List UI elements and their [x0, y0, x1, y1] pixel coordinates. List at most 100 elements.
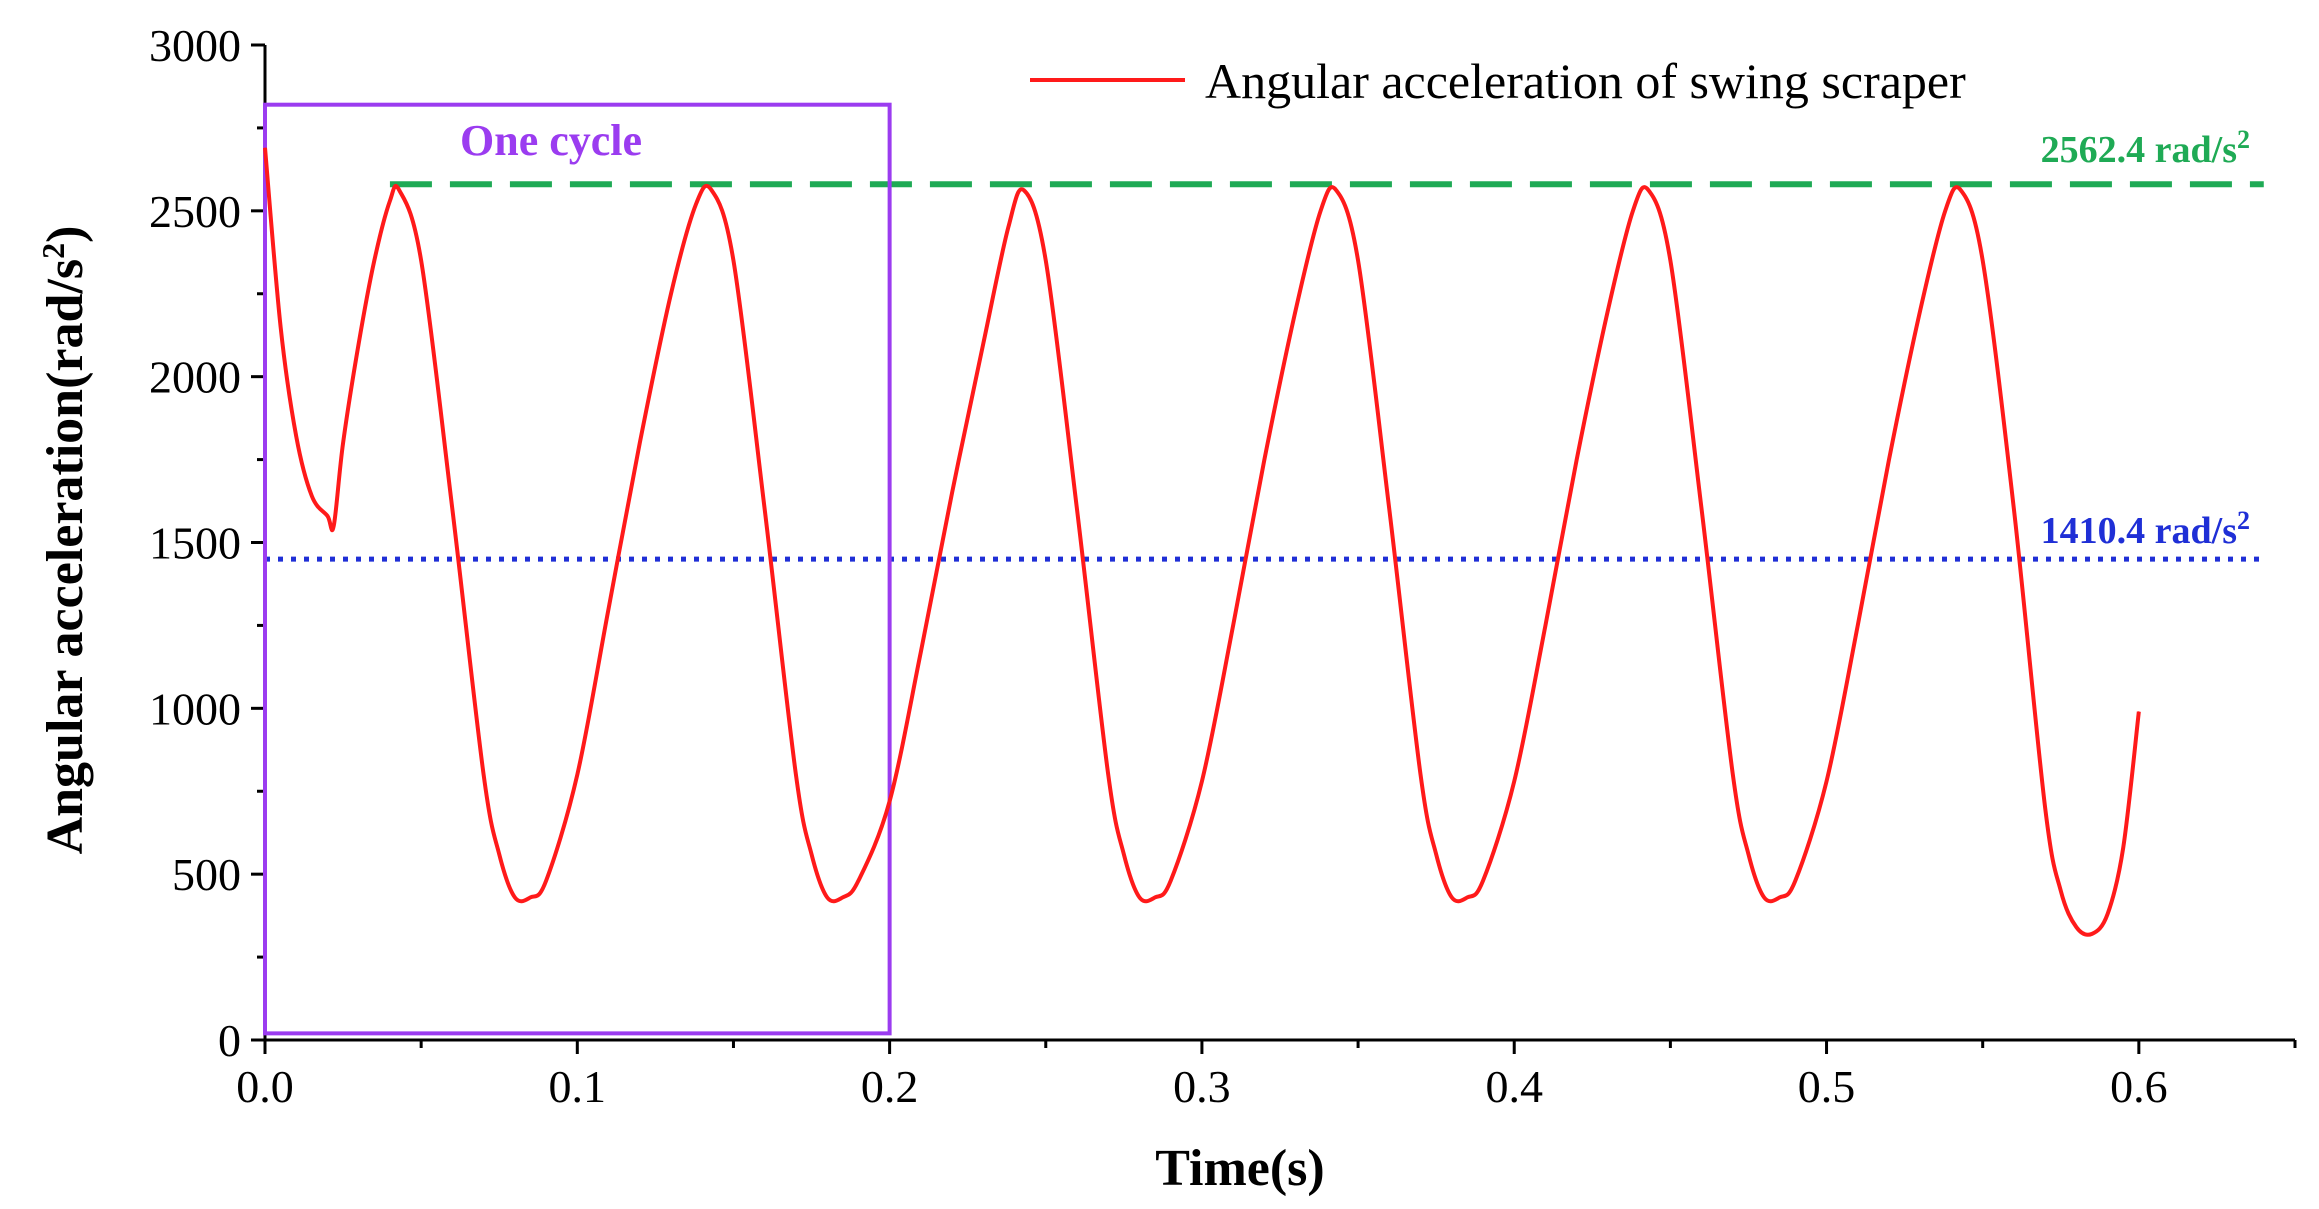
series-point — [1513, 780, 1515, 782]
series-point — [695, 203, 697, 205]
series-point — [1648, 189, 1650, 191]
mean-line-label: 1410.4 rad/s2 — [2041, 506, 2250, 553]
series-point — [483, 774, 485, 776]
x-tick-label: 0.4 — [1485, 1061, 1543, 1112]
series-point — [545, 880, 547, 882]
series-point — [1732, 774, 1734, 776]
series-point — [1826, 780, 1828, 782]
series-point — [2091, 933, 2093, 935]
series-point — [498, 853, 500, 855]
peak-label-text: 2562.4 rad/s — [2041, 129, 2237, 171]
series-point — [1747, 853, 1749, 855]
one-cycle-label: One cycle — [460, 116, 642, 165]
y-tick-label: 0 — [218, 1015, 241, 1066]
peak-label-sup: 2 — [2237, 125, 2250, 154]
series-point — [1982, 260, 1984, 262]
series-point — [670, 293, 672, 295]
series-point — [1170, 880, 1172, 882]
series-point — [529, 896, 531, 898]
y-ticks: 0 500 1000 1500 2000 2500 3000 — [149, 20, 265, 1066]
series-point — [514, 896, 516, 898]
y-tick-label: 3000 — [149, 20, 241, 71]
series-point — [1607, 309, 1609, 311]
series-point — [608, 608, 610, 610]
series-point — [1944, 210, 1946, 212]
series-point — [2060, 890, 2062, 892]
series-point — [1107, 774, 1109, 776]
series-point — [1632, 210, 1634, 212]
x-tick-label: 0.3 — [1173, 1061, 1231, 1112]
series-point — [1201, 780, 1203, 782]
series-point — [295, 435, 297, 437]
series-point — [2138, 711, 2140, 713]
series-point — [311, 495, 313, 497]
reference-lines — [265, 181, 2264, 562]
x-tick-label: 0.1 — [549, 1061, 607, 1112]
series-point — [1388, 508, 1390, 510]
series-point — [1701, 508, 1703, 510]
series-point — [1669, 260, 1671, 262]
series-point — [1123, 853, 1125, 855]
x-tick-label: 0.0 — [236, 1061, 294, 1112]
x-axis-title: Time(s) — [1155, 1140, 1324, 1197]
series-point — [1045, 260, 1047, 262]
series-point — [842, 896, 844, 898]
series-point — [420, 260, 422, 262]
series-point — [373, 260, 375, 262]
y-tick-label: 1500 — [149, 518, 241, 569]
series-point — [1779, 896, 1781, 898]
y-tick-label: 500 — [172, 849, 241, 900]
series-point — [451, 508, 453, 510]
y-axis-title-text: Angular acceleration(rad/s — [37, 259, 94, 855]
series-point — [711, 189, 713, 191]
x-tick-label: 0.5 — [1798, 1061, 1856, 1112]
series-point — [1154, 896, 1156, 898]
series-point — [951, 492, 953, 494]
peak-line-label: 2562.4 rad/s2 — [2041, 125, 2250, 172]
series-point — [2107, 913, 2109, 915]
series-point — [576, 774, 578, 776]
series-point — [1888, 459, 1890, 461]
series-point — [811, 853, 813, 855]
series-point — [1960, 189, 1962, 191]
series-point — [389, 200, 391, 202]
series-point — [1576, 459, 1578, 461]
series-point — [1076, 508, 1078, 510]
mean-label-text: 1410.4 rad/s — [2041, 510, 2237, 552]
series-point — [342, 442, 344, 444]
series-point — [2044, 807, 2046, 809]
series-point — [1138, 896, 1140, 898]
series-point — [264, 147, 266, 149]
series-point — [1357, 260, 1359, 262]
series-point — [1420, 774, 1422, 776]
series-point — [1544, 624, 1546, 626]
y-axis-title: Angular acceleration(rad/s2) — [35, 226, 94, 855]
y-axis-title-close: ) — [37, 226, 94, 243]
series-line — [263, 147, 2141, 937]
series-point — [857, 880, 859, 882]
series-point — [398, 189, 400, 191]
series-point — [795, 774, 797, 776]
series-point — [889, 800, 891, 802]
y-tick-label: 2000 — [149, 352, 241, 403]
series-point — [764, 508, 766, 510]
series-point — [920, 651, 922, 653]
series-point — [1482, 880, 1484, 882]
series-point — [1295, 309, 1297, 311]
x-tick-label: 0.2 — [861, 1061, 919, 1112]
series-point — [280, 326, 282, 328]
series-point — [1023, 189, 1025, 191]
y-tick-label: 2500 — [149, 186, 241, 237]
series-point — [1320, 210, 1322, 212]
series-point — [333, 525, 335, 527]
series-point — [826, 896, 828, 898]
series-point — [1335, 189, 1337, 191]
one-cycle-box — [263, 102, 892, 1036]
series-point — [358, 343, 360, 344]
series-point — [1857, 624, 1859, 626]
series-point — [1763, 896, 1765, 898]
legend: Angular acceleration of swing scraper — [1030, 53, 1966, 109]
series-point — [326, 515, 328, 517]
series-point — [2075, 926, 2077, 928]
axes — [263, 45, 2295, 1042]
